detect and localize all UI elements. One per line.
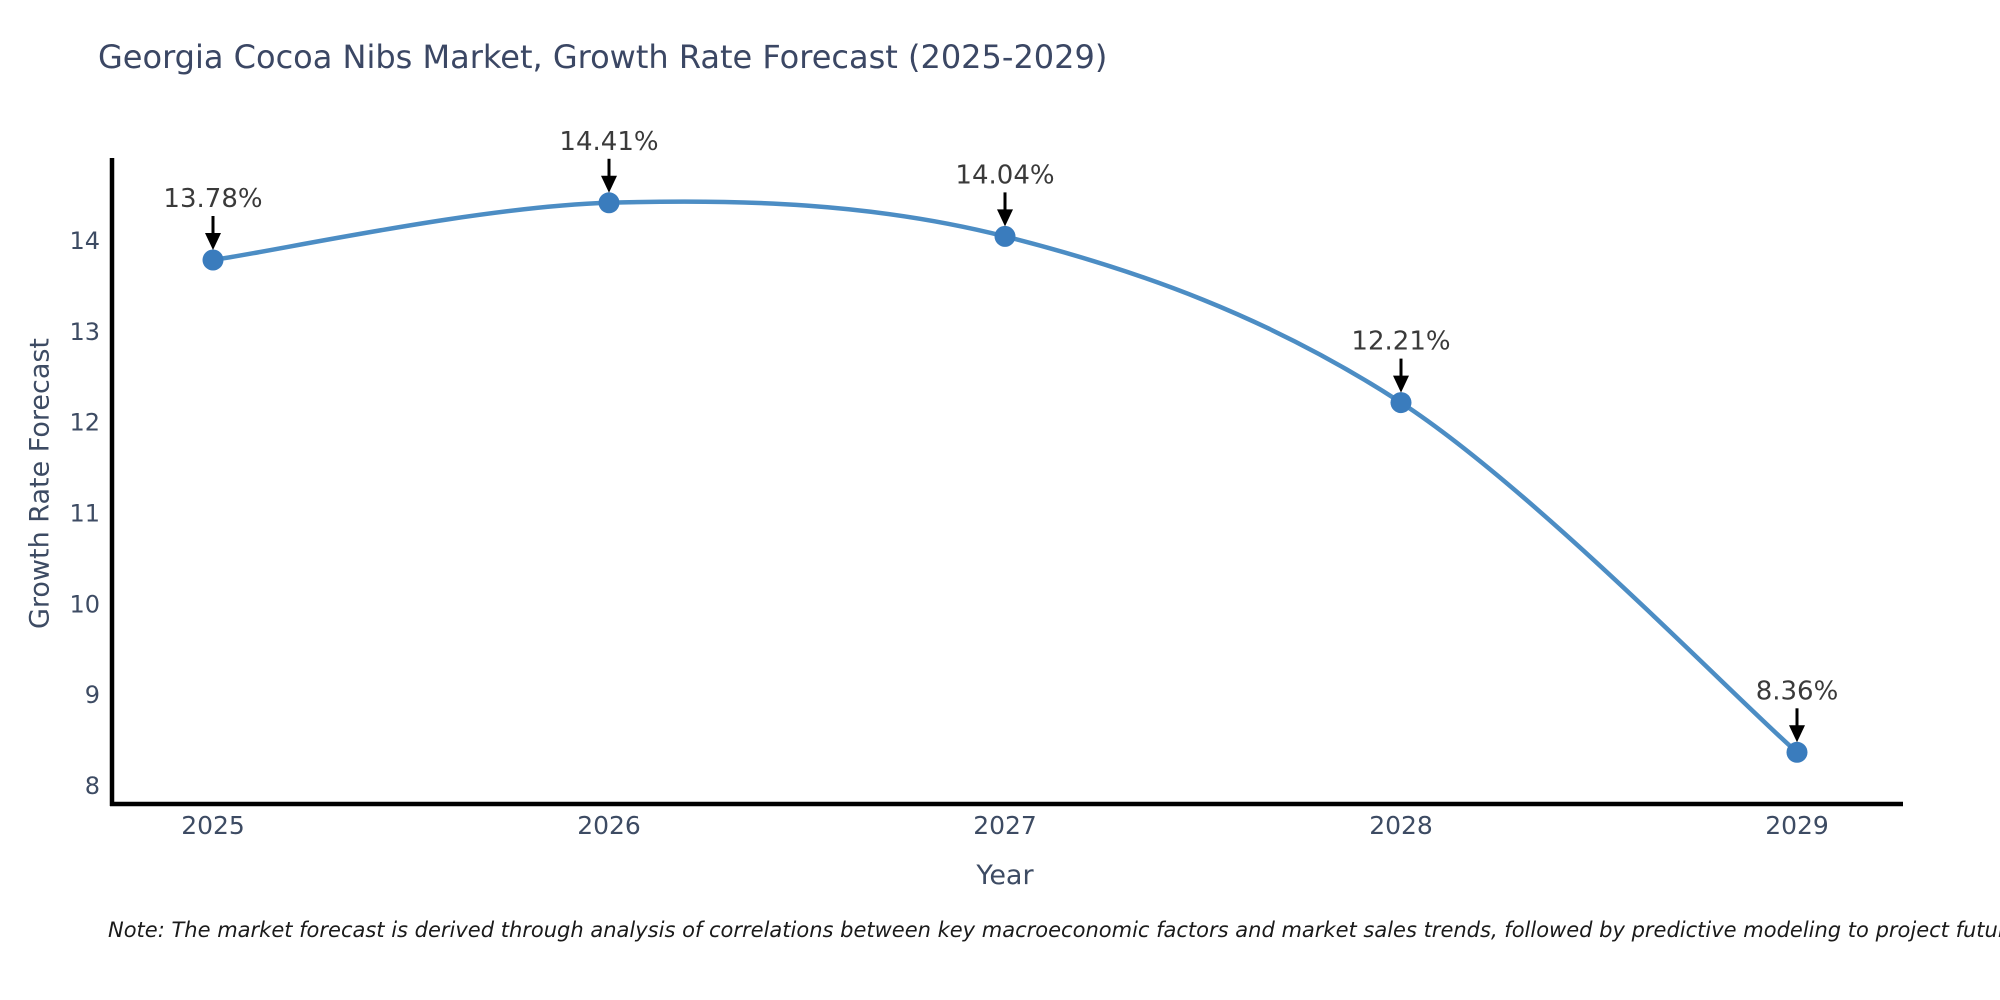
data-point-marker <box>1786 741 1808 763</box>
x-tick-label: 2026 <box>577 811 641 840</box>
annotation-arrow-head <box>601 175 617 193</box>
x-tick-label: 2029 <box>1765 811 1829 840</box>
x-tick-label: 2027 <box>973 811 1037 840</box>
chart-footnote: Note: The market forecast is derived thr… <box>108 918 2000 942</box>
data-point-marker <box>1390 392 1412 414</box>
data-point-label: 12.21% <box>1351 327 1450 357</box>
y-tick-label: 12 <box>69 409 100 437</box>
annotation-arrow-head <box>997 209 1013 227</box>
chart-title: Georgia Cocoa Nibs Market, Growth Rate F… <box>98 38 1108 76</box>
y-tick-label: 13 <box>69 318 100 346</box>
annotation-arrow-head <box>1393 375 1409 393</box>
annotation-arrow-head <box>205 233 221 251</box>
data-point-marker <box>994 225 1016 247</box>
y-tick-label: 11 <box>69 500 100 528</box>
y-tick-label: 9 <box>85 681 100 709</box>
y-tick-label: 8 <box>85 772 100 800</box>
x-tick-label: 2025 <box>181 811 245 840</box>
data-point-label: 8.36% <box>1756 676 1839 706</box>
annotation-arrow-head <box>1789 725 1805 743</box>
data-point-marker <box>598 192 620 214</box>
data-point-label: 13.78% <box>163 184 262 214</box>
forecast-line <box>210 199 1800 755</box>
x-tick-label: 2028 <box>1369 811 1433 840</box>
data-point-marker <box>202 249 224 271</box>
data-point-label: 14.41% <box>559 127 658 157</box>
y-tick-label: 10 <box>69 590 100 618</box>
y-tick-label: 14 <box>69 227 100 255</box>
x-axis-title: Year <box>976 860 1034 891</box>
data-point-label: 14.04% <box>955 160 1054 190</box>
